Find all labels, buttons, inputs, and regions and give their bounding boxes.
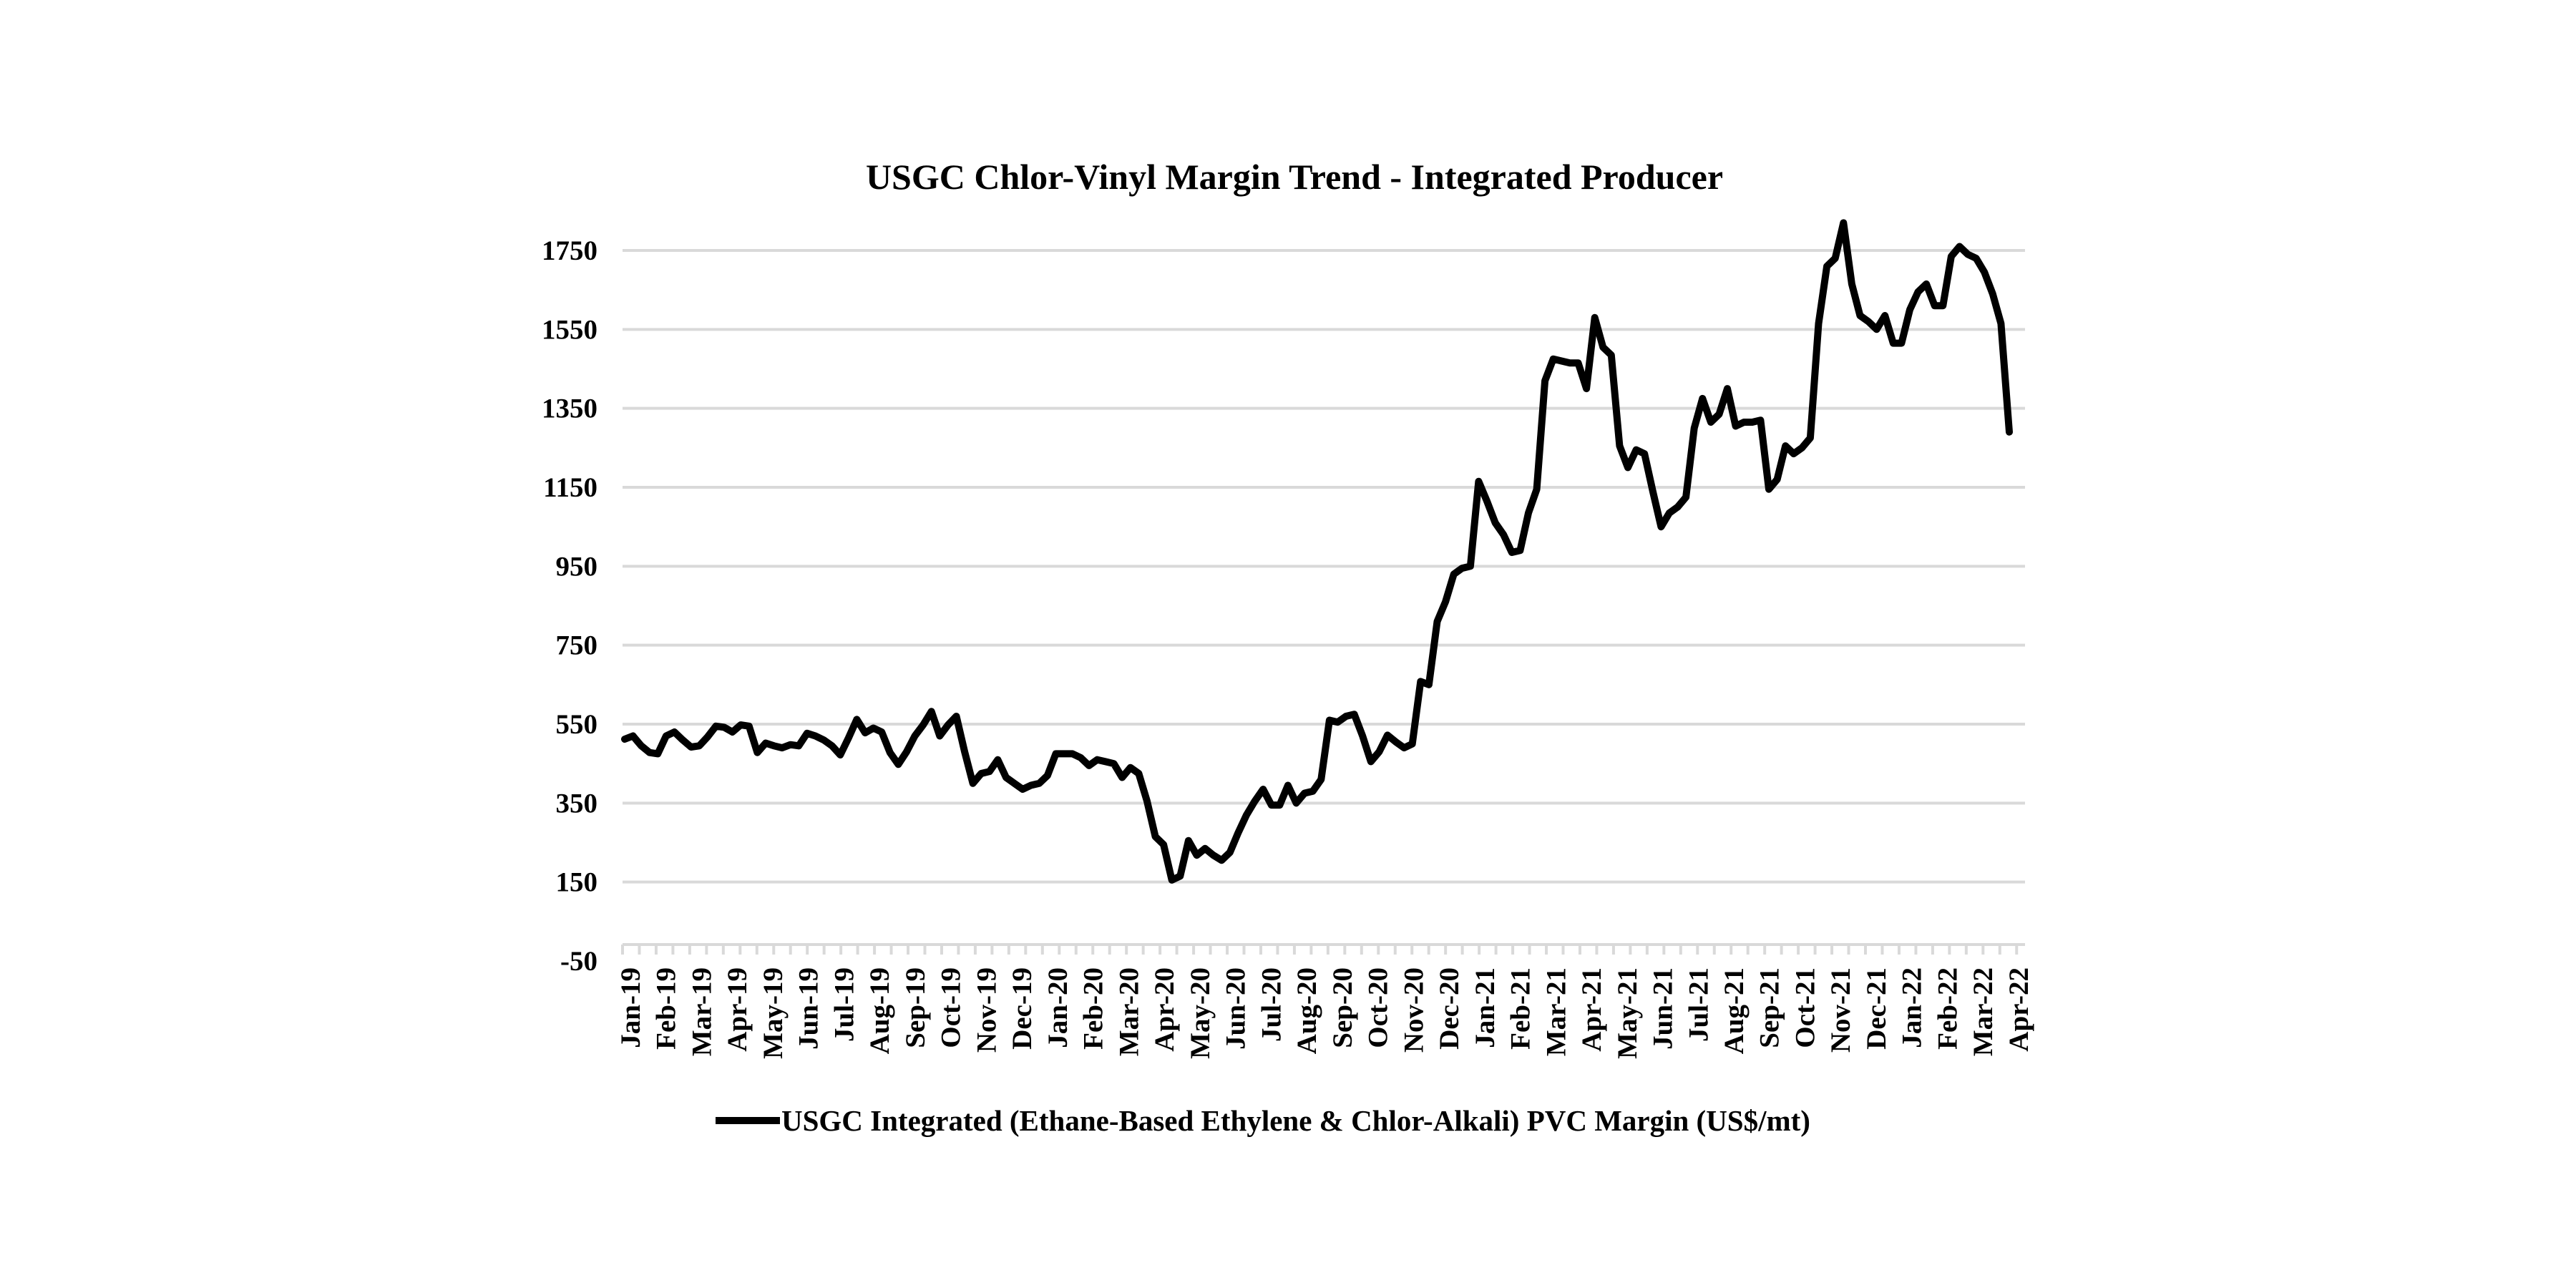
y-tick-label: 550 (556, 709, 598, 740)
x-tick-label: Feb-21 (1506, 967, 1536, 1050)
y-tick-label: 1150 (543, 472, 597, 503)
x-tick-label: Apr-21 (1576, 967, 1607, 1052)
x-tick-label: Dec-20 (1434, 967, 1465, 1050)
x-tick-label: Jun-19 (794, 967, 824, 1050)
y-tick-label: 950 (556, 551, 598, 582)
x-tick-label: Apr-22 (2004, 967, 2034, 1052)
x-tick-label: Oct-21 (1790, 967, 1820, 1048)
chart-title: USGC Chlor-Vinyl Margin Trend - Integrat… (866, 157, 1723, 197)
x-tick-label: Jan-22 (1897, 967, 1928, 1048)
x-tick-label: May-21 (1612, 967, 1643, 1059)
x-tick-label: Feb-20 (1078, 967, 1109, 1050)
x-tick-label: Jul-20 (1256, 967, 1287, 1042)
x-tick-label: Sep-21 (1755, 967, 1785, 1048)
x-tick-label: Jan-21 (1470, 967, 1501, 1048)
x-tick-label: Apr-20 (1149, 967, 1180, 1052)
x-tick-label: Mar-19 (686, 967, 717, 1056)
x-tick-label: Feb-22 (1932, 967, 1963, 1050)
x-tick-label: Jan-20 (1043, 967, 1073, 1048)
x-tick-label: May-20 (1185, 967, 1216, 1059)
y-tick-label: 750 (556, 630, 598, 661)
x-tick-label: Dec-19 (1007, 967, 1038, 1050)
x-tick-label: Aug-20 (1292, 967, 1322, 1054)
x-tick-label: Oct-19 (936, 967, 967, 1048)
x-tick-label: Jun-21 (1648, 967, 1679, 1050)
y-tick-label: -50 (560, 946, 597, 977)
y-axis: -50 150 350 550 750 950 1150 1350 1550 1750 (542, 235, 597, 977)
x-tick-label: Jun-20 (1221, 967, 1252, 1050)
x-tick-label: Mar-20 (1113, 967, 1144, 1056)
x-tick-label: Nov-20 (1398, 967, 1429, 1053)
x-tick-label: Sep-19 (900, 967, 931, 1048)
x-tick-label: Jan-19 (615, 967, 646, 1048)
x-tick-label: Dec-21 (1861, 967, 1892, 1050)
x-tick-label: May-19 (758, 967, 789, 1059)
legend-label: USGC Integrated (Ethane-Based Ethylene &… (781, 1104, 1810, 1137)
legend: USGC Integrated (Ethane-Based Ethylene &… (716, 1104, 1810, 1137)
x-tick-label: Apr-19 (722, 967, 753, 1052)
x-tick-label: Oct-20 (1363, 967, 1394, 1048)
x-tick-label: Mar-22 (1968, 967, 1999, 1056)
x-tick-label: Feb-19 (651, 967, 682, 1050)
y-tick-label: 1750 (542, 235, 597, 266)
x-tick-label: Aug-19 (864, 967, 895, 1054)
y-tick-label: 1550 (542, 314, 597, 345)
series-line (621, 219, 2013, 884)
x-axis (621, 943, 2025, 955)
x-tick-label: Jul-19 (829, 967, 859, 1042)
y-tick-label: 150 (556, 867, 598, 898)
y-tick-label: 1350 (542, 394, 597, 424)
x-tick-label: Mar-21 (1541, 967, 1571, 1056)
x-axis-tick-labels: Jan-19 Feb-19 Mar-19 Apr-19 May-19 Jun-19 Jul-… (615, 967, 2034, 1059)
x-tick-label: Jul-21 (1683, 967, 1714, 1042)
x-tick-label: Nov-19 (971, 967, 1002, 1053)
x-tick-label: Nov-21 (1825, 967, 1856, 1053)
y-tick-label: 350 (556, 788, 598, 819)
x-tick-label: Aug-21 (1719, 967, 1750, 1054)
x-tick-label: Sep-20 (1327, 967, 1358, 1048)
